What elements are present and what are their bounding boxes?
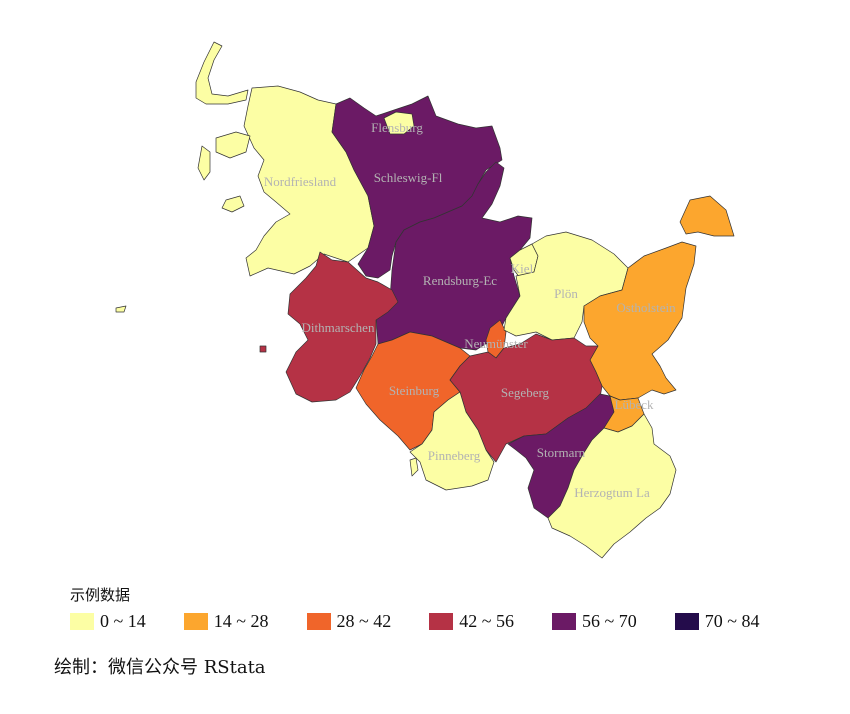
- region-label-pinneberg: Pinneberg: [428, 448, 481, 463]
- legend-label: 70 ~ 84: [704, 611, 760, 631]
- region-label-herzogtum-lauenburg: Herzogtum La: [574, 485, 650, 500]
- region-pinneberg: [409, 391, 495, 491]
- region-nordfriesland-amrum: [197, 145, 211, 181]
- region-label-stormarn: Stormarn: [537, 445, 586, 460]
- region-label-ploen: Plön: [554, 286, 578, 301]
- region-label-ostholstein: Ostholstein: [616, 300, 676, 315]
- caption: 绘制：微信公众号 RStata: [54, 657, 266, 678]
- region-flensburg: [383, 111, 415, 135]
- region-nordfriesland-sylt: [195, 41, 249, 105]
- legend-label: 42 ~ 56: [459, 611, 514, 631]
- legend-swatch: [70, 613, 94, 630]
- region-label-kiel: Kiel: [511, 261, 534, 276]
- region-ostholstein-fehmarn: [679, 195, 735, 237]
- region-nordfriesland-pellworm: [221, 195, 245, 213]
- legend-label: 0 ~ 14: [100, 611, 146, 631]
- legend-items: 0 ~ 14 14 ~ 28 28 ~ 42 42 ~ 56 56 ~ 70 7…: [70, 611, 760, 632]
- region-label-neumuenster: Neumünster: [464, 336, 528, 351]
- region-dithmarschen: [285, 251, 399, 403]
- legend-item: 14 ~ 28: [183, 611, 269, 632]
- legend-item: 42 ~ 56: [429, 611, 514, 632]
- legend-swatch: [552, 613, 576, 630]
- legend-swatch: [674, 613, 699, 630]
- legend-title: 示例数据: [70, 586, 131, 604]
- choropleth-map: Flensburg Schleswig-Fl Nordfriesland Ren…: [115, 41, 735, 559]
- legend-swatch: [183, 613, 208, 630]
- legend-item: 56 ~ 70: [552, 611, 637, 632]
- region-label-luebeck: Lübeck: [615, 397, 654, 412]
- region-label-segeberg: Segeberg: [501, 385, 550, 400]
- region-nordfriesland-foehr: [215, 131, 251, 159]
- region-label-flensburg: Flensburg: [371, 120, 423, 135]
- region-label-dithmarschen: Dithmarschen: [302, 320, 375, 335]
- region-dithmarschen-island: [259, 345, 267, 353]
- region-pinneberg-helgoland: [409, 457, 419, 477]
- region-nordfriesland-hallig: [115, 305, 127, 313]
- legend-label: 14 ~ 28: [213, 611, 269, 631]
- legend-swatch: [306, 613, 331, 630]
- region-label-steinburg: Steinburg: [389, 383, 440, 398]
- legend-item: 0 ~ 14: [70, 611, 146, 632]
- legend-item: 28 ~ 42: [306, 611, 392, 632]
- region-herzogtum-lauenburg: [547, 413, 677, 559]
- legend-item: 70 ~ 84: [674, 611, 760, 632]
- region-ostholstein: [583, 241, 697, 401]
- legend-swatch: [429, 613, 454, 630]
- legend-label: 28 ~ 42: [336, 611, 392, 631]
- legend-label: 56 ~ 70: [582, 611, 637, 631]
- region-label-rendsburg-eckernfoerde: Rendsburg-Ec: [423, 273, 497, 288]
- region-label-nordfriesland: Nordfriesland: [264, 174, 337, 189]
- region-label-schleswig-flensburg: Schleswig-Fl: [374, 170, 443, 185]
- legend: 示例数据 0 ~ 14 14 ~ 28 28 ~ 42 42 ~ 56 56 ~…: [70, 584, 760, 632]
